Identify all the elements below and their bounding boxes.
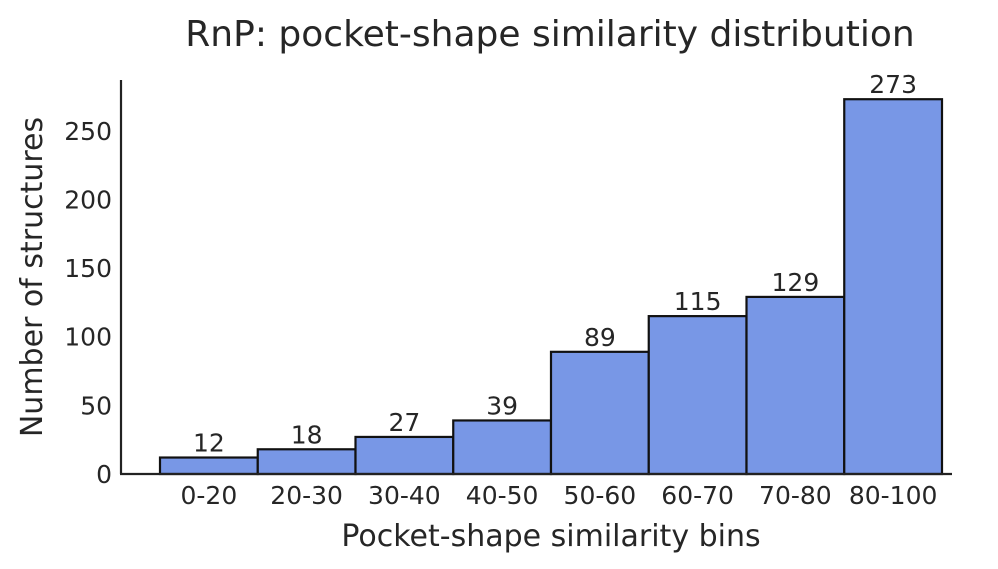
x-tick-label-80-100: 80-100 xyxy=(849,481,938,510)
x-tick-label-0-20: 0-20 xyxy=(181,481,238,510)
y-axis-label: Number of structures xyxy=(15,117,50,437)
y-tick-label-150: 150 xyxy=(64,254,112,283)
data-label-80-100: 273 xyxy=(869,70,917,99)
x-tick-label-60-70: 60-70 xyxy=(661,481,734,510)
bar-20-30 xyxy=(256,448,357,476)
bar-0-20 xyxy=(158,456,259,476)
bar-30-40 xyxy=(354,435,455,476)
y-tick-label-0: 0 xyxy=(96,460,112,489)
y-ticks-group: 0 50 100 150 200 250 xyxy=(64,117,112,489)
x-tick-label-50-60: 50-60 xyxy=(564,481,637,510)
bar-50-60 xyxy=(549,350,650,476)
data-label-50-60: 89 xyxy=(584,323,616,352)
bar-70-80 xyxy=(745,295,846,476)
bars-group xyxy=(158,98,944,476)
y-tick-label-250: 250 xyxy=(64,117,112,146)
data-label-70-80: 129 xyxy=(772,268,820,297)
bar-60-70 xyxy=(647,315,748,476)
data-label-0-20: 12 xyxy=(193,429,225,458)
x-tick-label-40-50: 40-50 xyxy=(466,481,539,510)
x-tick-label-70-80: 70-80 xyxy=(759,481,832,510)
y-tick-label-200: 200 xyxy=(64,185,112,214)
chart-title: RnP: pocket-shape similarity distributio… xyxy=(185,14,914,55)
x-axis-label: Pocket-shape similarity bins xyxy=(341,519,760,554)
bar-40-50 xyxy=(452,419,553,476)
x-tick-label-20-30: 20-30 xyxy=(270,481,343,510)
x-ticks-group: 0-20 20-30 30-40 40-50 50-60 60-70 70-80 80-100 xyxy=(181,481,938,510)
y-tick-label-50: 50 xyxy=(80,391,112,420)
bar-80-100 xyxy=(843,98,944,476)
data-label-20-30: 18 xyxy=(291,420,323,449)
data-label-60-70: 115 xyxy=(674,287,722,316)
data-label-40-50: 39 xyxy=(486,391,518,420)
y-tick-label-100: 100 xyxy=(64,323,112,352)
data-labels-group: 12 18 27 39 89 115 129 273 xyxy=(193,70,917,457)
x-tick-label-30-40: 30-40 xyxy=(368,481,441,510)
data-label-30-40: 27 xyxy=(388,408,420,437)
